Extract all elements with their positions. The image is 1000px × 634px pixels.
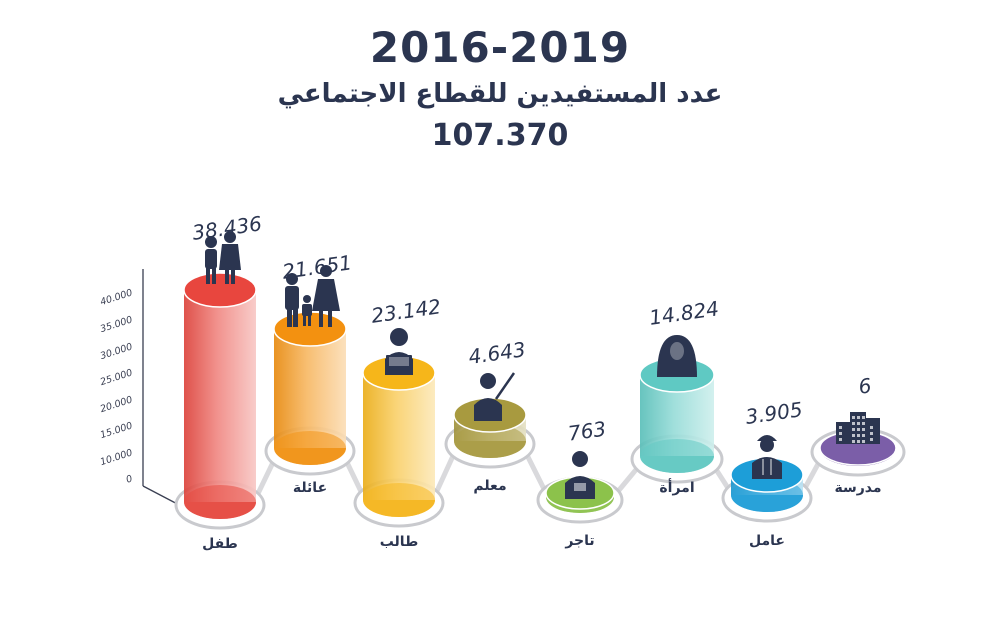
student-icon: [385, 328, 413, 375]
bar-inner-base: [184, 485, 256, 519]
y-tick-label: 15.000: [99, 420, 134, 441]
bar-body: [363, 373, 435, 500]
bar-4: 4.643 معلم: [444, 337, 536, 494]
bar-body: [274, 329, 346, 448]
y-tick-label: 30.000: [99, 341, 134, 362]
worker-icon: [752, 435, 782, 479]
bar-inner-base: [363, 483, 435, 517]
category-label: عائلة: [293, 480, 327, 496]
bar-6: 14.824 امرأة: [630, 296, 724, 496]
value-label: 763: [566, 417, 607, 446]
total-beneficiaries: 107.370: [431, 118, 569, 153]
bar-inner-base: [640, 439, 714, 473]
value-label: 4.643: [467, 337, 527, 369]
value-label: 23.142: [370, 294, 443, 328]
value-label: 6: [857, 373, 873, 399]
category-label: عامل: [749, 533, 785, 549]
category-label: امرأة: [659, 478, 694, 496]
category-label: تاجر: [564, 533, 594, 549]
woman-icon: [657, 335, 697, 377]
category-label: معلم: [473, 478, 506, 494]
bar-body: [184, 290, 256, 502]
category-label: طفل: [202, 536, 238, 552]
school-icon: [836, 412, 880, 444]
bar-top: [183, 272, 257, 308]
y-tick-label: 10.000: [99, 447, 134, 468]
value-label: 3.905: [744, 397, 804, 429]
bar-inner-base: [454, 424, 526, 458]
y-tick-label: 35.000: [99, 314, 134, 335]
chart-title: 2016-2019: [369, 23, 631, 72]
bar-inner-base: [274, 431, 346, 465]
y-tick-label: 20.000: [99, 394, 134, 415]
bar-7: 3.905 عامل: [721, 397, 813, 549]
family-icon: [285, 265, 340, 327]
bar-3: 23.142 طالب: [353, 294, 445, 550]
category-label: طالب: [380, 534, 419, 550]
category-label: مدرسة: [834, 480, 881, 496]
children-icon: [205, 231, 241, 284]
y-tick-label: 0: [125, 473, 134, 485]
chart-subtitle: عدد المستفيدين للقطاع الاجتماعي: [277, 79, 723, 109]
y-tick-label: 40.000: [99, 287, 134, 308]
merchant-icon: [565, 451, 595, 499]
teacher-icon: [474, 372, 516, 421]
value-label: 14.824: [648, 296, 721, 330]
title-block: 2016-2019 عدد المستفيدين للقطاع الاجتماع…: [0, 22, 1000, 158]
y-tick-label: 25.000: [99, 367, 134, 388]
